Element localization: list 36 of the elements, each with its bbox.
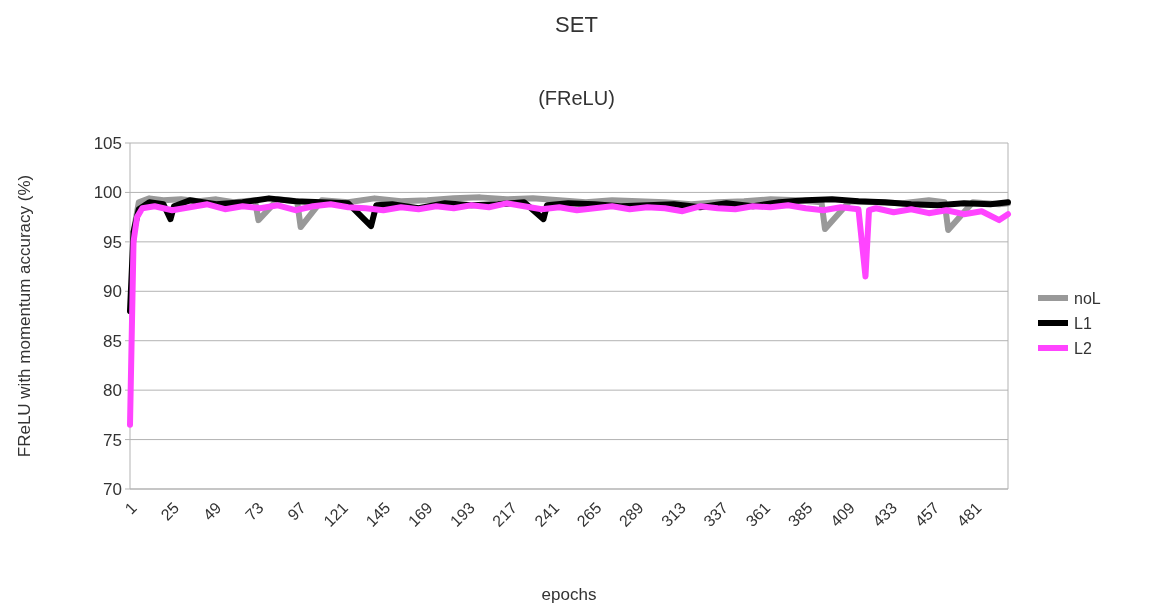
y-tick-label: 70: [103, 479, 122, 499]
y-tick-label: 100: [93, 183, 122, 203]
x-tick-label: 1: [121, 498, 141, 518]
legend-label: noL: [1074, 289, 1101, 307]
x-tick-label: 121: [320, 498, 352, 530]
x-tick-label: 481: [953, 498, 985, 530]
y-tick-label: 75: [103, 430, 122, 450]
x-tick-label: 193: [446, 498, 478, 530]
y-tick-label: 95: [103, 232, 122, 252]
x-tick-label: 265: [573, 498, 605, 530]
x-tick-label: 457: [911, 498, 943, 530]
y-tick-label: 85: [103, 331, 122, 351]
y-axis-title: FReLU with momentum accuracy (%): [15, 174, 34, 458]
legend-label: L2: [1074, 339, 1092, 357]
legend-label: L1: [1074, 314, 1092, 332]
x-tick-label: 433: [869, 498, 901, 530]
x-tick-label: 361: [742, 498, 774, 530]
x-tick-label: 385: [784, 498, 816, 530]
chart-title: SET: [555, 12, 598, 37]
x-tick-label: 409: [827, 498, 858, 530]
x-tick-label: 289: [615, 498, 647, 530]
x-tick-label: 49: [199, 498, 225, 524]
x-tick-label: 97: [284, 498, 310, 524]
x-tick-label: 145: [362, 498, 394, 530]
y-tick-label: 105: [93, 133, 122, 153]
x-tick-label: 169: [404, 498, 436, 530]
x-tick-label: 217: [489, 498, 521, 530]
y-tick-label: 80: [103, 381, 122, 401]
x-tick-label: 73: [242, 498, 267, 524]
x-tick-label: 313: [658, 498, 690, 530]
x-tick-label: 25: [157, 498, 183, 524]
y-tick-label: 90: [103, 282, 122, 302]
x-tick-label: 337: [700, 498, 732, 530]
x-tick-label: 241: [531, 498, 563, 530]
chart-subtitle: (FReLU): [538, 87, 615, 109]
x-axis-title: epochs: [541, 585, 597, 604]
